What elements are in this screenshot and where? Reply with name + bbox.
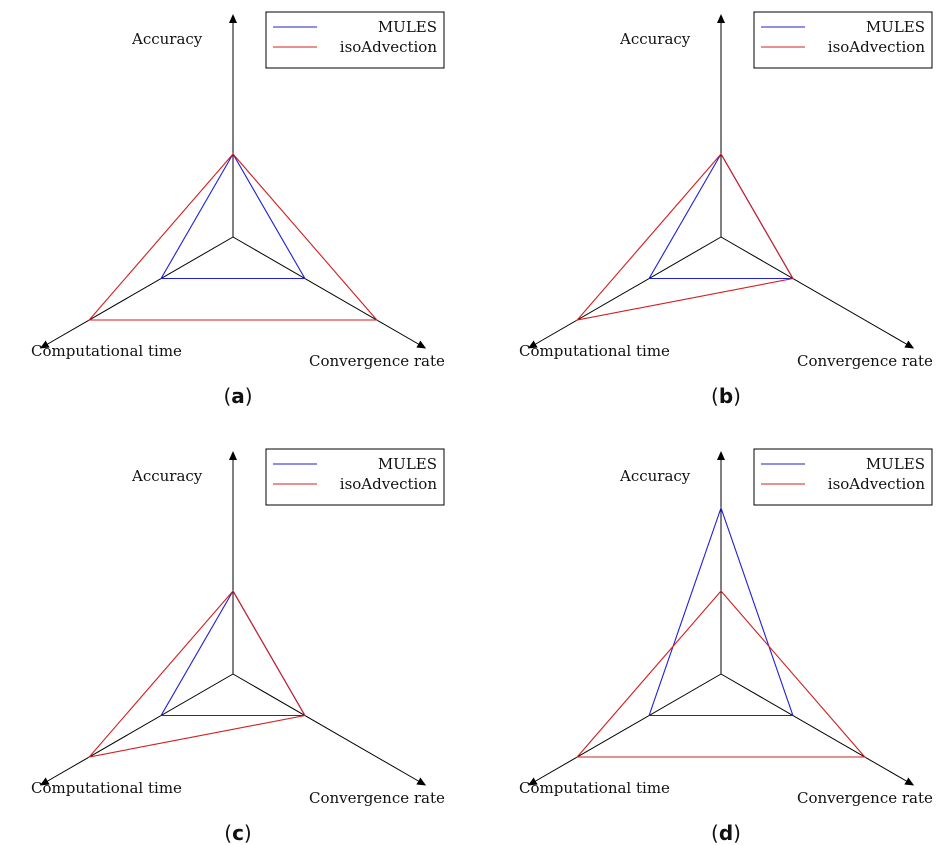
axis-convergence-rate-label: Convergence rate [309, 352, 445, 370]
legend-label-mules: MULES [866, 18, 925, 36]
axis-computational-time [39, 236, 234, 349]
series-isoadvection-polygon [575, 153, 794, 321]
radar-panel-d: Accuracy Computational time Convergence ra… [519, 448, 933, 845]
legend: MULES isoAdvection [753, 11, 933, 69]
panel-caption: (d) [711, 821, 741, 845]
legend: MULES isoAdvection [753, 448, 933, 506]
axis-computational-time [527, 673, 722, 786]
series-isoadvection-polygon [87, 590, 306, 758]
legend-label-mules: MULES [866, 455, 925, 473]
series-mules-polygon [160, 152, 306, 280]
axis-accuracy-label: Accuracy [131, 467, 203, 485]
axis-computational-time-label: Computational time [31, 779, 182, 797]
legend-box [753, 448, 933, 506]
panel-caption: (b) [711, 384, 741, 408]
series-isoadvection-polygon [87, 153, 379, 321]
axis-convergence-rate-label: Convergence rate [797, 789, 933, 807]
axis-convergence-rate [720, 236, 915, 349]
axis-accuracy-label: Accuracy [619, 30, 691, 48]
panel-caption: (c) [224, 821, 251, 845]
legend: MULES isoAdvection [265, 11, 445, 69]
legend-box [753, 11, 933, 69]
axis-convergence-rate [232, 236, 427, 349]
axis-computational-time [527, 236, 722, 349]
axis-computational-time-label: Computational time [519, 342, 670, 360]
legend-label-isoadvection: isoAdvection [340, 38, 438, 56]
legend: MULES isoAdvection [265, 448, 445, 506]
panel-caption: (a) [223, 384, 252, 408]
axis-computational-time-label: Computational time [31, 342, 182, 360]
legend-label-mules: MULES [378, 18, 437, 36]
axis-convergence-rate [720, 673, 915, 786]
axis-accuracy-label: Accuracy [131, 30, 203, 48]
legend-box [265, 448, 445, 506]
radar-panel-b: Accuracy Computational time Convergence ra… [519, 11, 933, 408]
axis-convergence-rate [232, 673, 427, 786]
axis-computational-time [39, 673, 234, 786]
axis-computational-time-label: Computational time [519, 779, 670, 797]
legend-label-mules: MULES [378, 455, 437, 473]
axis-convergence-rate-label: Convergence rate [797, 352, 933, 370]
axis-convergence-rate-label: Convergence rate [309, 789, 445, 807]
series-mules-polygon [648, 506, 794, 717]
radar-panel-a: Accuracy Computational time Convergence ra… [31, 11, 445, 408]
legend-label-isoadvection: isoAdvection [828, 475, 926, 493]
legend-box [265, 11, 445, 69]
series-isoadvection-polygon [575, 590, 867, 758]
axis-accuracy-label: Accuracy [619, 467, 691, 485]
legend-label-isoadvection: isoAdvection [828, 38, 926, 56]
radar-panel-c: Accuracy Computational time Convergence ra… [31, 448, 445, 845]
legend-label-isoadvection: isoAdvection [340, 475, 438, 493]
